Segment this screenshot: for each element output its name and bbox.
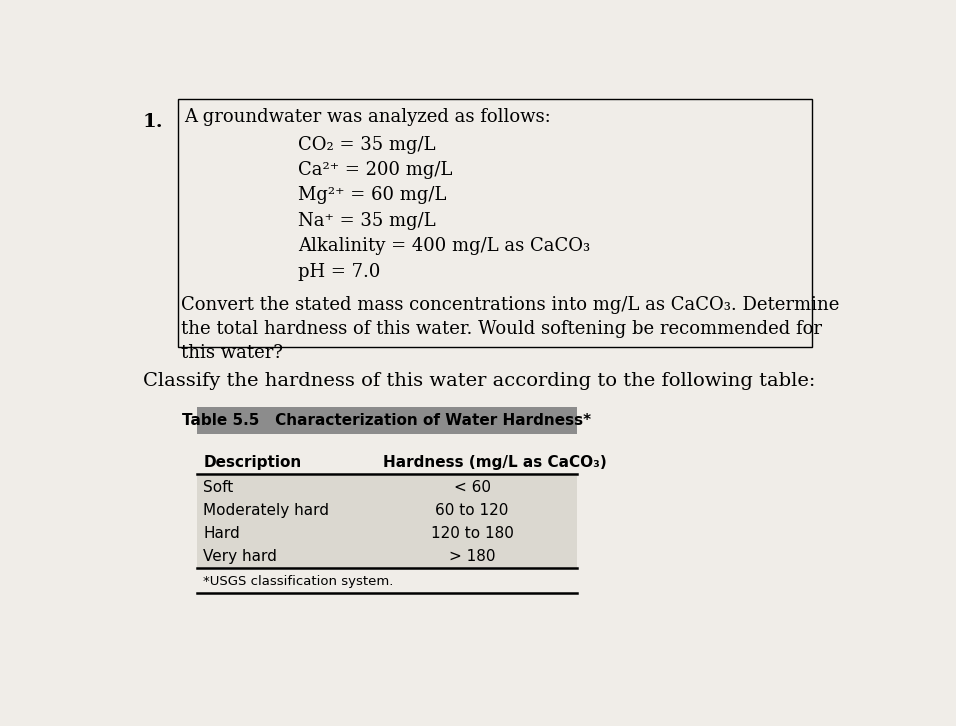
Text: Alkalinity = 400 mg/L as CaCO₃: Alkalinity = 400 mg/L as CaCO₃: [297, 237, 590, 256]
Bar: [197, 476, 576, 499]
Bar: [197, 499, 576, 522]
Bar: [197, 522, 576, 545]
Bar: [197, 407, 576, 434]
Text: Classify the hardness of this water according to the following table:: Classify the hardness of this water acco…: [142, 372, 815, 390]
Text: 60 to 120: 60 to 120: [435, 503, 509, 518]
Text: Very hard: Very hard: [204, 550, 277, 564]
Text: Moderately hard: Moderately hard: [204, 503, 329, 518]
Text: A groundwater was analyzed as follows:: A groundwater was analyzed as follows:: [184, 108, 551, 126]
Text: 1.: 1.: [142, 113, 163, 131]
Bar: [197, 545, 576, 568]
Text: > 180: > 180: [449, 550, 495, 564]
Text: Soft: Soft: [204, 480, 233, 495]
Text: Mg²⁺ = 60 mg/L: Mg²⁺ = 60 mg/L: [297, 187, 446, 205]
Text: *USGS classification system.: *USGS classification system.: [204, 574, 394, 587]
Text: pH = 7.0: pH = 7.0: [297, 263, 380, 281]
Text: CO₂ = 35 mg/L: CO₂ = 35 mg/L: [297, 136, 435, 154]
Bar: [178, 99, 812, 346]
Text: Ca²⁺ = 200 mg/L: Ca²⁺ = 200 mg/L: [297, 161, 452, 179]
Text: < 60: < 60: [454, 480, 490, 495]
Text: Convert the stated mass concentrations into mg/L as CaCO₃. Determine
the total h: Convert the stated mass concentrations i…: [181, 295, 839, 362]
Text: Na⁺ = 35 mg/L: Na⁺ = 35 mg/L: [297, 212, 435, 230]
Text: Hardness (mg/L as CaCO₃): Hardness (mg/L as CaCO₃): [383, 454, 607, 470]
Text: Table 5.5   Characterization of Water Hardness*: Table 5.5 Characterization of Water Hard…: [183, 413, 592, 428]
Text: Hard: Hard: [204, 526, 240, 541]
Text: Description: Description: [204, 454, 301, 470]
Text: 120 to 180: 120 to 180: [431, 526, 513, 541]
